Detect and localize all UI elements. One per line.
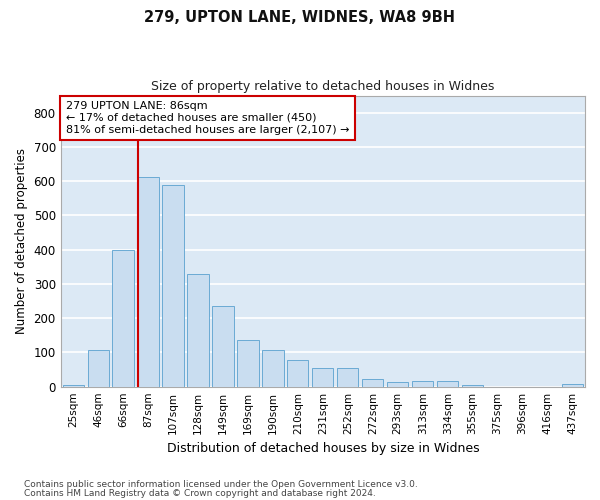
Bar	[62, 385, 84, 386]
Bar	[462, 385, 483, 386]
Bar	[312, 368, 334, 386]
Bar	[562, 384, 583, 386]
Bar	[187, 274, 209, 386]
Y-axis label: Number of detached properties: Number of detached properties	[15, 148, 28, 334]
Bar	[412, 381, 433, 386]
Bar	[163, 184, 184, 386]
Text: Contains public sector information licensed under the Open Government Licence v3: Contains public sector information licen…	[24, 480, 418, 489]
Bar	[362, 379, 383, 386]
X-axis label: Distribution of detached houses by size in Widnes: Distribution of detached houses by size …	[167, 442, 479, 455]
Bar	[112, 250, 134, 386]
Text: 279, UPTON LANE, WIDNES, WA8 9BH: 279, UPTON LANE, WIDNES, WA8 9BH	[145, 10, 455, 25]
Bar	[387, 382, 409, 386]
Bar	[337, 368, 358, 386]
Bar	[137, 176, 158, 386]
Bar	[88, 350, 109, 387]
Title: Size of property relative to detached houses in Widnes: Size of property relative to detached ho…	[151, 80, 494, 93]
Bar	[287, 360, 308, 386]
Bar	[437, 381, 458, 386]
Bar	[262, 350, 284, 387]
Bar	[212, 306, 233, 386]
Text: 279 UPTON LANE: 86sqm
← 17% of detached houses are smaller (450)
81% of semi-det: 279 UPTON LANE: 86sqm ← 17% of detached …	[66, 102, 349, 134]
Bar	[238, 340, 259, 386]
Text: Contains HM Land Registry data © Crown copyright and database right 2024.: Contains HM Land Registry data © Crown c…	[24, 488, 376, 498]
